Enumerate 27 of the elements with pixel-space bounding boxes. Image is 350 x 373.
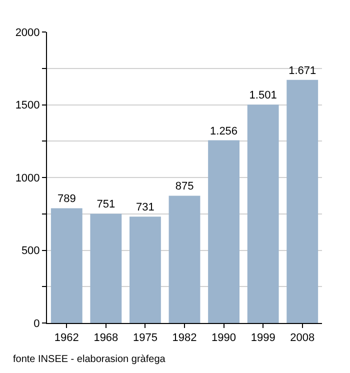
bar (168, 196, 200, 323)
x-tick-label: 1962 (54, 332, 79, 344)
data-label: 789 (57, 193, 76, 206)
data-label: 1.256 (210, 125, 238, 138)
data-label: 751 (96, 198, 116, 211)
bar (50, 208, 82, 323)
data-label: 875 (175, 180, 194, 193)
data-label: 731 (136, 202, 154, 214)
data-label: 1.501 (249, 90, 277, 102)
x-tick-label: 1982 (172, 332, 197, 344)
x-tick-label: 1968 (94, 332, 118, 344)
data-label: 1.671 (288, 64, 316, 77)
y-tick-label: 1000 (15, 172, 40, 184)
y-tick-label: 500 (21, 245, 40, 258)
x-tick-label: 1975 (132, 332, 158, 344)
bar (286, 80, 318, 323)
source-note: fonte INSEE - elaborasion gràfega (13, 354, 166, 365)
y-tick-label: 0 (34, 318, 40, 330)
y-tick-label: 1500 (15, 100, 40, 112)
x-tick-label: 1999 (250, 332, 276, 344)
y-tick-label: 2000 (15, 26, 40, 39)
bar (130, 216, 161, 323)
x-tick-label: 2008 (290, 332, 315, 344)
bar (247, 104, 279, 323)
x-tick-label: 1990 (212, 332, 236, 344)
bar (90, 214, 122, 323)
bar (208, 140, 240, 323)
